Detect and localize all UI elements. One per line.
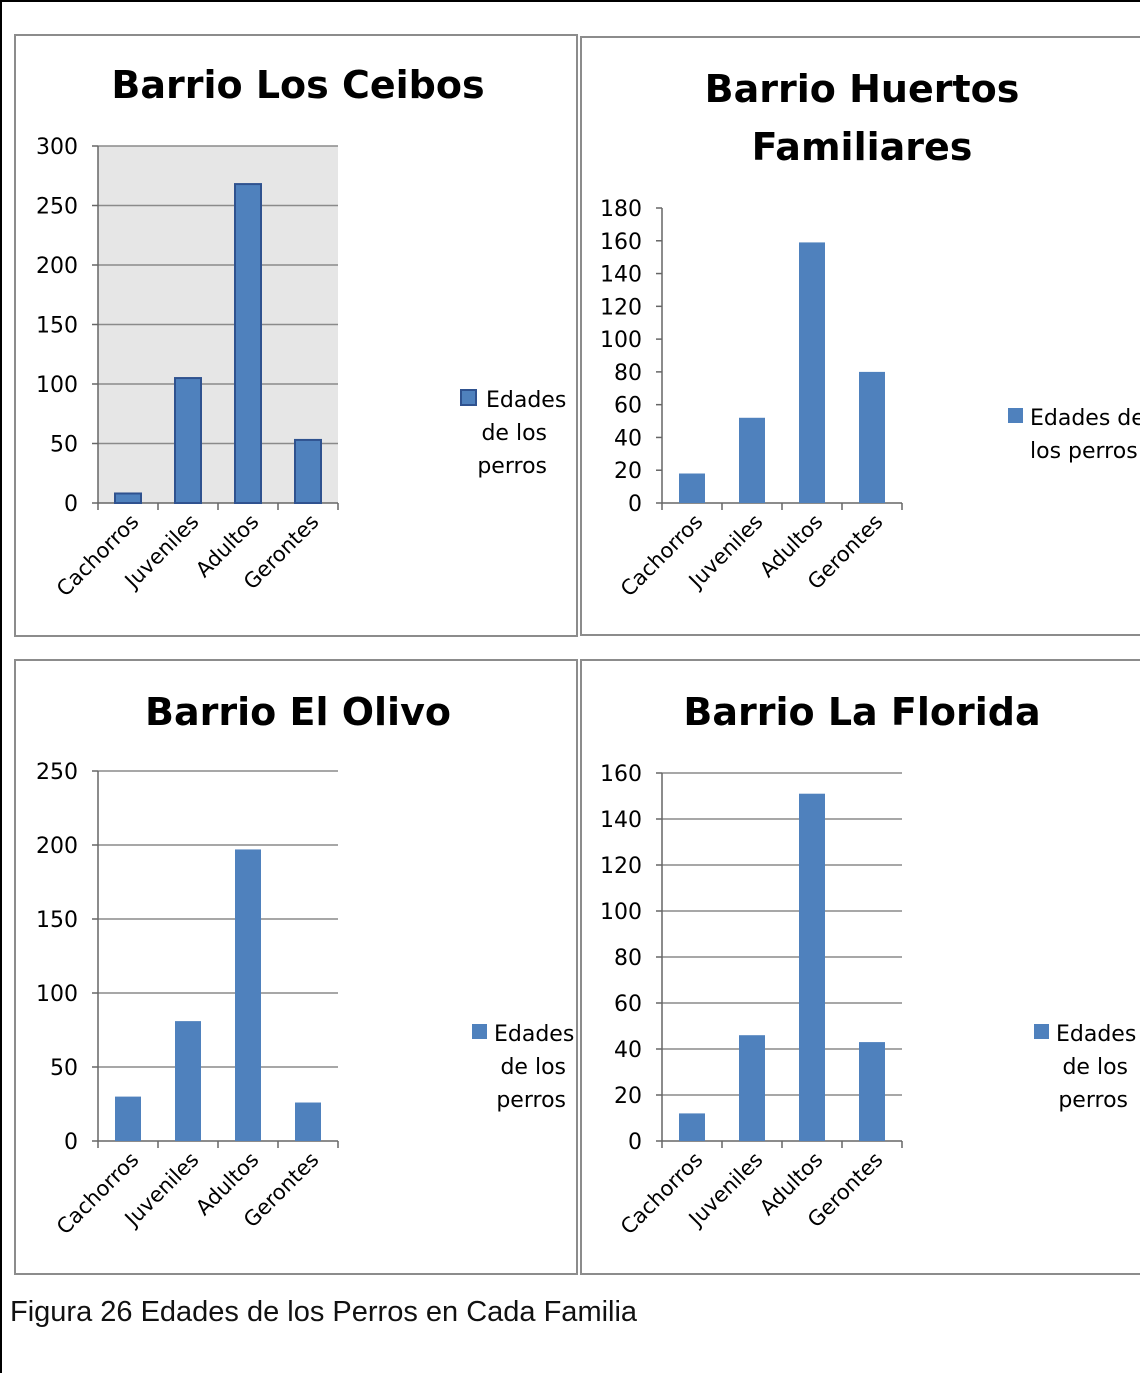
y-tick-label: 200 (36, 834, 78, 859)
chart-title-line: Familiares (752, 125, 973, 169)
x-tick-label: Cachorros (616, 1148, 708, 1240)
bar-gerontes (859, 1042, 885, 1141)
y-tick-label: 250 (36, 760, 78, 785)
legend-marker (472, 1024, 487, 1039)
y-tick-label: 100 (36, 982, 78, 1007)
y-tick-label: 150 (36, 314, 78, 339)
y-tick-label: 180 (600, 197, 642, 222)
bar-juveniles (174, 377, 202, 504)
bar-adultos (799, 793, 825, 1141)
x-tick-label: Cachorros (52, 1148, 144, 1240)
y-tick-label: 120 (600, 854, 642, 879)
legend-label: los perros (1030, 439, 1138, 464)
bar-adultos (235, 849, 261, 1141)
x-tick-label: Cachorros (616, 510, 708, 602)
bar-gerontes (294, 438, 322, 504)
bar-cachorros (114, 492, 142, 505)
bar-gerontes (295, 1102, 321, 1141)
legend-label: Edades (494, 1022, 574, 1047)
y-tick-label: 40 (614, 1038, 642, 1063)
chart-title-line: Barrio Huertos (705, 67, 1020, 111)
bar-cachorros (115, 1096, 141, 1141)
y-tick-label: 100 (36, 373, 78, 398)
bar-cachorros (679, 1113, 705, 1141)
bar-gerontes (859, 371, 885, 503)
legend-marker (1008, 408, 1023, 423)
y-tick-label: 250 (36, 195, 78, 220)
chart-panel-huertos-familiares: Barrio Huertos Familiares 0 20 40 60 80 100 120 1… (580, 36, 1140, 636)
chart-panel-la-florida: Barrio La Florida 0 20 40 60 80 100 120 140 160 Ca… (580, 659, 1140, 1275)
y-tick-label: 80 (614, 361, 642, 386)
bar-adultos (234, 183, 262, 505)
y-tick-label: 40 (614, 426, 642, 451)
y-tick-label: 300 (36, 135, 78, 160)
x-tick-label: Cachorros (52, 510, 144, 602)
legend-label: Edades (1056, 1022, 1136, 1047)
bar-juveniles (739, 417, 765, 503)
y-tick-label: 0 (628, 1130, 642, 1155)
chart-huertos-familiares: Barrio Huertos Familiares 0 20 40 60 80 100 120 1… (600, 67, 1140, 602)
chart-panel-el-olivo: Barrio El Olivo 0 50 100 150 200 250 Cachorros J… (14, 659, 578, 1275)
y-tick-label: 50 (50, 433, 78, 458)
legend-label: perros (1058, 1088, 1128, 1113)
y-tick-label: 100 (600, 900, 642, 925)
legend-marker (460, 389, 477, 406)
y-tick-label: 140 (600, 808, 642, 833)
bar-juveniles (739, 1035, 765, 1141)
y-tick-label: 80 (614, 946, 642, 971)
y-tick-label: 20 (614, 459, 642, 484)
legend-label: Edades (486, 388, 566, 413)
y-tick-label: 50 (50, 1056, 78, 1081)
y-tick-label: 160 (600, 762, 642, 787)
legend-label: de los (1062, 1055, 1128, 1080)
y-tick-label: 200 (36, 254, 78, 279)
chart-panel-los-ceibos: Barrio Los Ceibos 0 50 100 150 200 250 300 Cacho… (14, 34, 578, 637)
chart-title-line: Barrio Los Ceibos (111, 63, 484, 107)
legend-label: de los (481, 421, 547, 446)
bar-cachorros (679, 473, 705, 503)
y-tick-label: 20 (614, 1084, 642, 1109)
chart-title-line: Barrio La Florida (683, 690, 1040, 734)
chart-la-florida: Barrio La Florida 0 20 40 60 80 100 120 140 160 Ca… (600, 690, 1136, 1240)
figure-caption: Figura 26 Edades de los Perros en Cada F… (10, 1296, 638, 1328)
y-tick-label: 150 (36, 908, 78, 933)
chart-los-ceibos: Barrio Los Ceibos 0 50 100 150 200 250 300 Cacho… (36, 63, 566, 602)
legend-label: Edades de (1030, 406, 1140, 431)
bar-adultos (799, 242, 825, 503)
y-tick-label: 0 (64, 492, 78, 517)
y-tick-label: 120 (600, 295, 642, 320)
legend-label: perros (477, 454, 547, 479)
chart-title-line: Barrio El Olivo (145, 690, 451, 734)
legend-marker (1034, 1024, 1049, 1039)
y-tick-label: 0 (628, 492, 642, 517)
y-tick-label: 140 (600, 263, 642, 288)
legend-label: de los (500, 1055, 566, 1080)
y-tick-label: 60 (614, 992, 642, 1017)
legend-label: perros (496, 1088, 566, 1113)
y-tick-label: 100 (600, 328, 642, 353)
chart-el-olivo: Barrio El Olivo050100150200250CachorrosJ… (36, 690, 574, 1240)
y-tick-label: 60 (614, 394, 642, 419)
y-tick-label: 160 (600, 230, 642, 255)
y-tick-label: 0 (64, 1130, 78, 1155)
bar-juveniles (175, 1021, 201, 1141)
